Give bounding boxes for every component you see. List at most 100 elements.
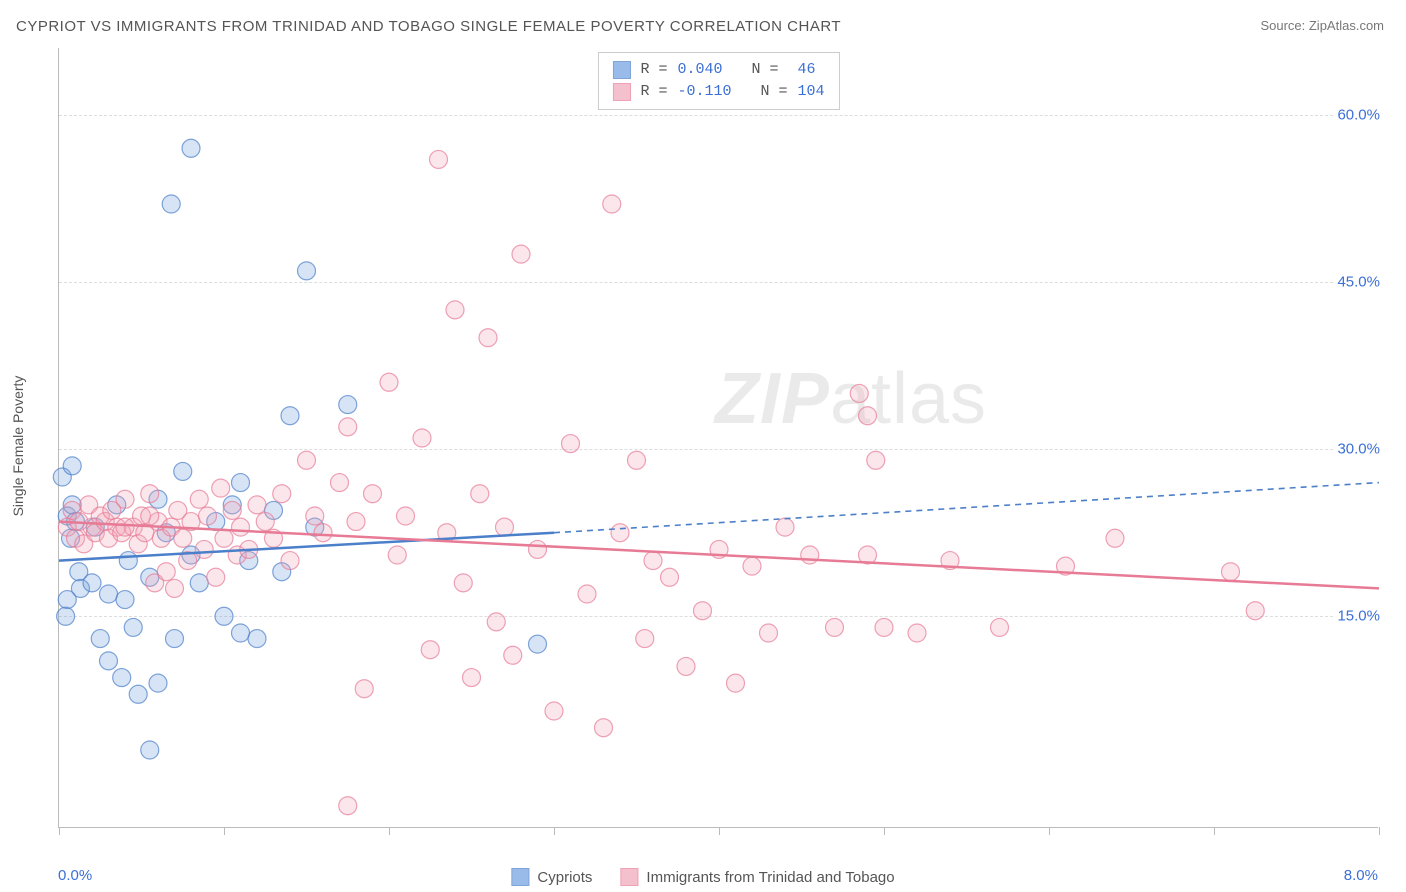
data-point	[116, 518, 134, 536]
data-point	[157, 563, 175, 581]
series-legend: Cypriots Immigrants from Trinidad and To…	[511, 868, 894, 886]
data-point	[636, 630, 654, 648]
data-point	[347, 513, 365, 531]
data-point	[141, 507, 159, 525]
data-point	[603, 195, 621, 213]
data-point	[212, 479, 230, 497]
legend-item-cypriots: Cypriots	[511, 868, 592, 886]
data-point	[867, 451, 885, 469]
data-point	[496, 518, 514, 536]
data-point	[190, 490, 208, 508]
data-point	[232, 474, 250, 492]
data-point	[661, 568, 679, 586]
data-point	[743, 557, 761, 575]
data-point	[100, 585, 118, 603]
data-point	[281, 407, 299, 425]
r-prefix: R =	[640, 59, 667, 81]
data-point	[248, 630, 266, 648]
data-point	[875, 618, 893, 636]
data-point	[83, 574, 101, 592]
r-value: -0.110	[677, 81, 731, 103]
data-point	[248, 496, 266, 514]
data-point	[471, 485, 489, 503]
data-point	[421, 641, 439, 659]
data-point	[364, 485, 382, 503]
data-point	[116, 591, 134, 609]
data-point	[207, 568, 225, 586]
data-point	[273, 485, 291, 503]
y-axis-title: Single Female Poverty	[10, 376, 26, 517]
data-point	[166, 579, 184, 597]
data-point	[463, 669, 481, 687]
n-value: 104	[798, 81, 825, 103]
data-point	[801, 546, 819, 564]
data-point	[314, 524, 332, 542]
data-point	[859, 407, 877, 425]
data-point	[57, 607, 75, 625]
data-point	[562, 435, 580, 453]
data-point	[397, 507, 415, 525]
data-point	[190, 574, 208, 592]
n-prefix: N =	[752, 59, 779, 81]
data-point	[388, 546, 406, 564]
data-point	[298, 262, 316, 280]
data-point	[430, 150, 448, 168]
swatch-icon	[620, 868, 638, 886]
data-point	[760, 624, 778, 642]
data-point	[195, 540, 213, 558]
legend-label: Immigrants from Trinidad and Tobago	[646, 869, 894, 886]
data-point	[578, 585, 596, 603]
data-point	[850, 384, 868, 402]
swatch-icon	[612, 61, 630, 79]
data-point	[182, 139, 200, 157]
legend-item-trinidad: Immigrants from Trinidad and Tobago	[620, 868, 894, 886]
data-point	[694, 602, 712, 620]
scatter-svg	[59, 48, 1378, 827]
legend-row-cypriots: R = 0.040 N = 46	[612, 59, 824, 81]
plot-area: 15.0%30.0%45.0%60.0% ZIPatlas R = 0.040 …	[58, 48, 1378, 828]
swatch-icon	[612, 83, 630, 101]
data-point	[58, 591, 76, 609]
data-point	[677, 657, 695, 675]
data-point	[595, 719, 613, 737]
n-value: 46	[789, 59, 816, 81]
data-point	[129, 685, 147, 703]
r-value: 0.040	[677, 59, 722, 81]
data-point	[331, 474, 349, 492]
data-point	[339, 396, 357, 414]
data-point	[991, 618, 1009, 636]
data-point	[166, 630, 184, 648]
n-prefix: N =	[761, 81, 788, 103]
data-point	[454, 574, 472, 592]
data-point	[100, 652, 118, 670]
data-point	[1106, 529, 1124, 547]
data-point	[63, 457, 81, 475]
data-point	[727, 674, 745, 692]
swatch-icon	[511, 868, 529, 886]
data-point	[529, 635, 547, 653]
data-point	[298, 451, 316, 469]
data-point	[529, 540, 547, 558]
data-point	[908, 624, 926, 642]
legend-row-trinidad: R = -0.110 N = 104	[612, 81, 824, 103]
data-point	[776, 518, 794, 536]
data-point	[116, 490, 134, 508]
data-point	[223, 501, 241, 519]
data-point	[124, 618, 142, 636]
data-point	[1222, 563, 1240, 581]
data-point	[611, 524, 629, 542]
source-label: Source: ZipAtlas.com	[1260, 18, 1384, 33]
data-point	[446, 301, 464, 319]
data-point	[413, 429, 431, 447]
data-point	[141, 741, 159, 759]
legend-label: Cypriots	[537, 869, 592, 886]
x-min-label: 0.0%	[58, 867, 92, 884]
data-point	[149, 674, 167, 692]
data-point	[644, 552, 662, 570]
regression-line	[59, 522, 1379, 589]
data-point	[162, 195, 180, 213]
data-point	[339, 418, 357, 436]
data-point	[174, 462, 192, 480]
data-point	[141, 485, 159, 503]
data-point	[199, 507, 217, 525]
